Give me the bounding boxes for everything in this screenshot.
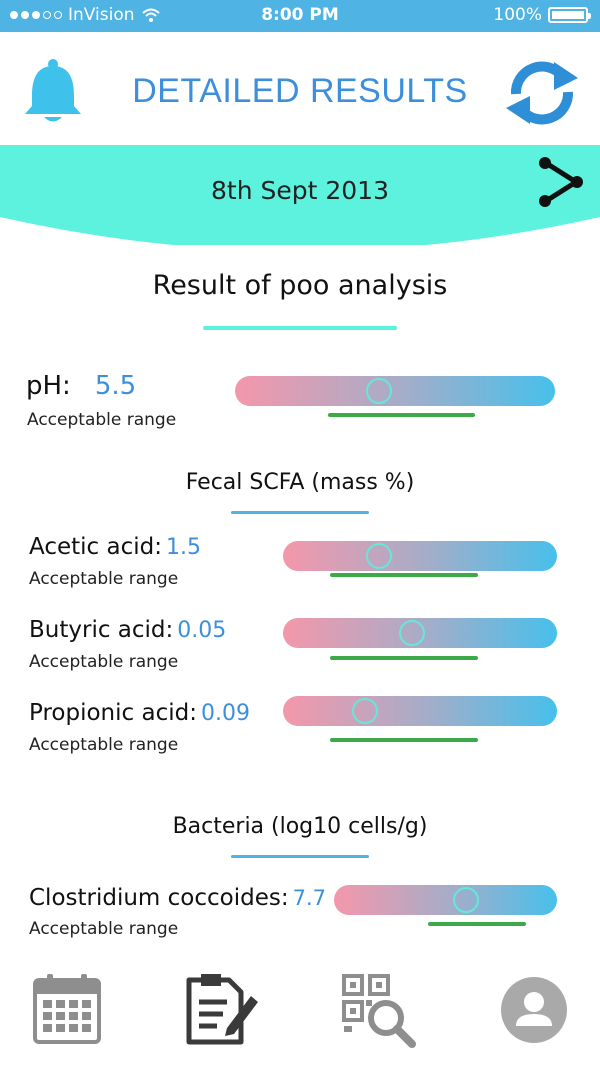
bacteria-row-bar (334, 885, 557, 915)
scfa-row-range-line (329, 738, 478, 742)
scfa-row-sub: Acceptable range (29, 652, 179, 672)
battery-percent: 100% (493, 5, 542, 25)
calendar-icon[interactable] (33, 972, 101, 1044)
ph-label: pH: 5.5 (26, 371, 137, 401)
page-title: DETAILED RESULTS (132, 72, 468, 110)
scfa-row-label: Acetic acid: 1.5 (29, 534, 201, 560)
scfa-row-range-line (329, 573, 478, 577)
scfa-heading: Fecal SCFA (mass %) (185, 470, 415, 495)
ph-bar (235, 376, 555, 406)
ph-sub: Acceptable range (27, 410, 177, 430)
scfa-row-value: 1.5 (165, 535, 201, 560)
ph-marker (366, 378, 392, 404)
bacteria-row-value: 7.7 (292, 886, 327, 910)
qr-search-icon[interactable] (340, 972, 418, 1048)
scfa-row-marker (352, 698, 379, 724)
carrier-group: InVision (10, 5, 161, 25)
report-edit-icon[interactable] (183, 972, 259, 1048)
scfa-row-value: 0.05 (177, 618, 227, 643)
scfa-row-sub: Acceptable range (29, 569, 179, 589)
clock: 8:00 PM (261, 5, 339, 25)
scfa-row-label: Propionic acid: 0.09 (29, 700, 250, 726)
scfa-row-value: 0.09 (200, 701, 250, 726)
bacteria-row-marker (452, 887, 479, 913)
signal-dots-icon (10, 11, 62, 19)
date-band (0, 145, 600, 245)
bacteria-heading-underline (231, 855, 369, 858)
scfa-row-marker (398, 620, 425, 646)
scfa-heading-underline (231, 511, 369, 514)
analysis-heading: Result of poo analysis (152, 270, 448, 301)
battery-icon (548, 7, 591, 23)
result-date: 8th Sept 2013 (211, 176, 389, 205)
ph-value: 5.5 (94, 371, 137, 401)
scfa-row-range-line (329, 656, 478, 660)
bell-icon[interactable] (22, 58, 84, 126)
bacteria-row-range-line (427, 922, 526, 926)
profile-icon[interactable] (500, 976, 568, 1044)
carrier-name: InVision (68, 5, 135, 25)
wifi-icon (141, 8, 160, 22)
scfa-row-bar (283, 696, 557, 726)
share-icon[interactable] (536, 156, 586, 208)
ph-range-line (327, 413, 475, 417)
analysis-heading-underline (203, 326, 397, 330)
scfa-row-marker (365, 543, 392, 569)
refresh-icon[interactable] (496, 56, 588, 130)
scfa-row-sub: Acceptable range (29, 735, 179, 755)
bacteria-heading: Bacteria (log10 cells/g) (172, 814, 428, 839)
battery-group: 100% (493, 5, 591, 25)
scfa-row-bar (283, 541, 557, 571)
status-bar: InVision 8:00 PM 100% (0, 0, 600, 32)
bacteria-row-sub: Acceptable range (29, 919, 179, 939)
scfa-row-label: Butyric acid: 0.05 (29, 617, 227, 643)
bacteria-row-label: Clostridium coccoides: 7.7 (29, 885, 327, 911)
scfa-row-bar (283, 618, 557, 648)
